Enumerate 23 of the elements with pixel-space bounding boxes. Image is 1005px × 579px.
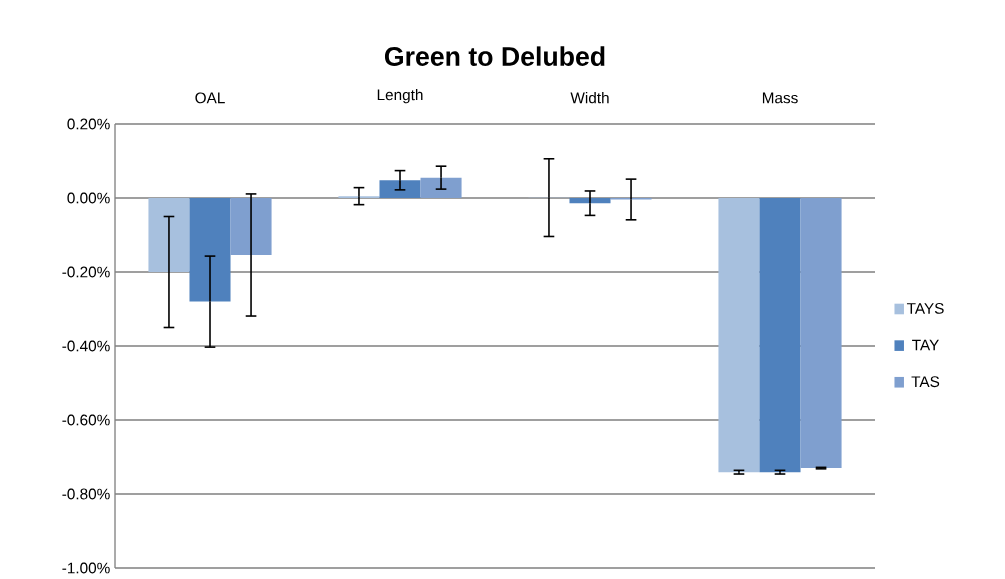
- bar: [569, 198, 611, 204]
- bar: [718, 198, 760, 473]
- bar: [420, 177, 462, 198]
- legend-label: TAS: [911, 376, 940, 388]
- bar: [379, 180, 421, 198]
- y-tick-label: -0.40%: [62, 340, 110, 352]
- x-tick-label: Mass: [762, 92, 798, 104]
- legend-label: TAY: [912, 339, 939, 351]
- x-tick-label: Length: [377, 89, 423, 104]
- bar: [759, 198, 801, 473]
- bar: [189, 198, 231, 302]
- x-tick-label: Width: [570, 92, 609, 104]
- y-tick-label: -0.80%: [62, 488, 110, 500]
- y-tick-label: 0.20%: [67, 118, 110, 130]
- bar: [230, 198, 272, 255]
- y-tick-label: -1.00%: [62, 562, 110, 574]
- legend-label: TAYS: [906, 303, 944, 314]
- bar: [800, 198, 842, 469]
- chart-title: Green to Delubed: [384, 46, 605, 66]
- y-tick-label: -0.20%: [62, 266, 110, 278]
- y-tick-label: -0.60%: [62, 414, 110, 426]
- x-tick-label: OAL: [195, 92, 225, 104]
- y-tick-label: 0.00%: [67, 192, 110, 204]
